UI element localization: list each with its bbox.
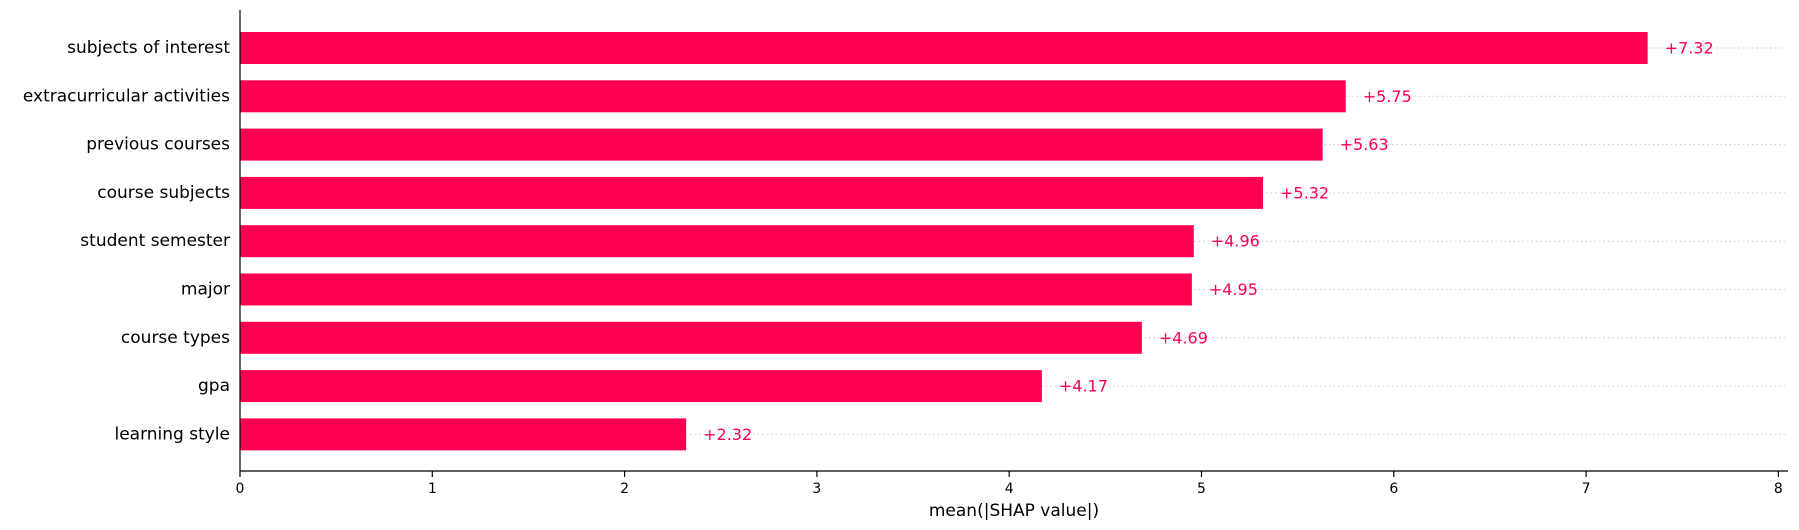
bar <box>240 321 1142 354</box>
bar <box>240 32 1648 64</box>
x-tick-label: 6 <box>1389 481 1398 497</box>
bar <box>240 273 1192 306</box>
value-label: +2.32 <box>703 425 752 444</box>
category-label: learning style <box>114 424 230 444</box>
value-label: +4.96 <box>1211 232 1260 251</box>
category-label: gpa <box>198 376 230 396</box>
bar <box>240 128 1323 161</box>
x-tick-label: 0 <box>236 481 245 497</box>
category-label: previous courses <box>86 135 230 155</box>
value-label: +5.63 <box>1340 135 1389 154</box>
bar <box>240 418 687 451</box>
category-label: extracurricular activities <box>23 86 230 106</box>
x-tick-label: 7 <box>1582 481 1591 497</box>
value-label: +4.69 <box>1159 328 1208 347</box>
value-label: +5.75 <box>1363 87 1412 106</box>
x-tick-label: 2 <box>620 481 629 497</box>
category-label: major <box>181 280 230 300</box>
value-label: +4.95 <box>1209 280 1258 299</box>
x-tick-label: 8 <box>1774 481 1783 497</box>
x-axis-title: mean(|SHAP value|) <box>929 501 1099 521</box>
category-label: subjects of interest <box>67 38 230 58</box>
x-tick-label: 3 <box>812 481 821 497</box>
x-tick-label: 5 <box>1197 481 1206 497</box>
category-label: course types <box>121 328 230 348</box>
category-label: course subjects <box>97 183 230 203</box>
value-label: +4.17 <box>1059 377 1108 396</box>
value-label: +5.32 <box>1280 183 1329 202</box>
bar <box>240 370 1042 403</box>
value-label: +7.32 <box>1665 39 1714 58</box>
category-labels: subjects of interest extracurricular acti… <box>23 38 230 444</box>
x-tick-label: 1 <box>428 481 437 497</box>
category-label: student semester <box>80 231 230 251</box>
bars <box>240 32 1648 451</box>
bar <box>240 225 1194 258</box>
bar <box>240 80 1346 113</box>
x-tick-label: 4 <box>1005 481 1014 497</box>
bar <box>240 176 1264 209</box>
value-labels: +7.32 +5.75 +5.63 +5.32 +4.96 +4.95 +4.69 +4.17… <box>703 39 1714 444</box>
x-axis-ticks: 0 1 2 3 4 5 6 7 8 <box>236 471 1783 497</box>
